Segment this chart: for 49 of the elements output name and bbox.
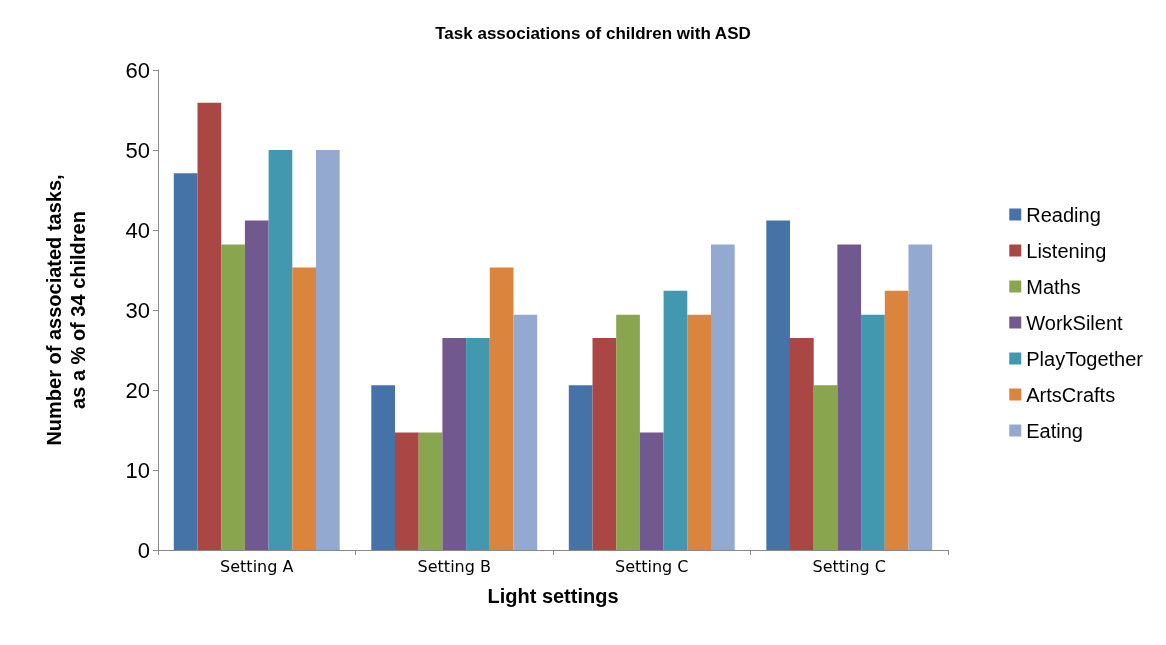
legend-label: Listening	[1026, 239, 1107, 262]
bar	[766, 220, 790, 550]
y-axis-title: Number of associated tasks, as a % of 34 children	[43, 174, 89, 446]
bar	[711, 244, 735, 550]
legend-label: WorkSilent	[1026, 311, 1124, 334]
bar	[639, 432, 664, 550]
x-tick-label: Setting A	[220, 556, 294, 576]
x-tick-label: Setting C	[812, 556, 887, 576]
bar	[268, 150, 293, 550]
bar	[884, 290, 909, 550]
y-tick-label: 50	[125, 137, 150, 163]
bar	[861, 314, 885, 550]
bar	[813, 385, 838, 550]
y-tick-label: 0	[137, 537, 150, 563]
bar	[371, 385, 395, 550]
y-tick-label: 30	[125, 297, 150, 323]
bar	[316, 150, 340, 550]
bar	[568, 385, 593, 550]
bar	[687, 314, 711, 550]
bar	[837, 244, 862, 550]
bar	[442, 338, 467, 550]
bar	[663, 290, 688, 550]
x-axis-title: Light settings	[487, 585, 619, 607]
bar	[489, 267, 514, 550]
bar	[292, 267, 316, 550]
bar	[466, 338, 490, 550]
bar	[790, 338, 814, 550]
bar	[173, 173, 198, 550]
bar	[513, 314, 538, 550]
x-tick-label: Setting C	[614, 556, 689, 576]
bar	[197, 102, 222, 550]
y-tick-label: 60	[125, 57, 150, 83]
bar	[244, 220, 269, 550]
legend-label: Eating	[1026, 419, 1083, 442]
legend-label: PlayTogether	[1026, 347, 1144, 370]
bar	[221, 244, 245, 550]
bar	[395, 432, 419, 550]
bar	[908, 244, 933, 550]
y-tick-label: 20	[125, 377, 150, 403]
bar	[616, 314, 640, 550]
legend-label: ArtsCrafts	[1026, 383, 1116, 406]
legend-label: Reading	[1026, 203, 1101, 226]
chart-title: Task associations of children with ASD	[435, 24, 751, 43]
bar	[418, 432, 443, 550]
y-tick-label: 10	[125, 457, 150, 483]
legend-label: Maths	[1026, 275, 1081, 298]
bar	[592, 338, 617, 550]
x-tick-label: Setting B	[417, 556, 491, 576]
y-tick-label: 40	[125, 217, 150, 243]
